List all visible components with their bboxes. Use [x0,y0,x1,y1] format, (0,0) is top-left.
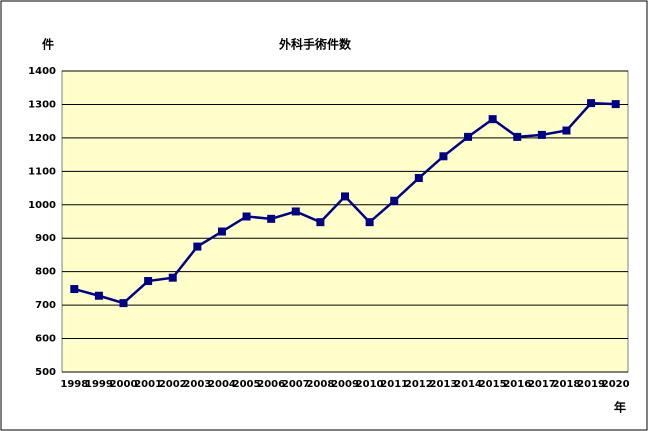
y-axis-label: 件 [42,37,54,52]
data-point [390,196,399,205]
y-tick-label: 700 [35,300,56,311]
x-tick-label: 2018 [553,379,581,390]
x-tick-label: 2016 [503,379,531,390]
data-point [513,132,522,141]
x-tick-label: 2010 [356,379,384,390]
x-tick-label: 2019 [577,379,605,390]
x-tick-label: 2020 [602,379,630,390]
y-tick-label: 1100 [28,166,56,177]
data-point [414,174,423,183]
x-tick-label: 2012 [405,379,433,390]
data-point [291,207,300,216]
y-tick-label: 1000 [28,200,56,211]
x-tick-label: 1999 [85,379,113,390]
data-point [168,273,177,282]
data-point [70,285,79,294]
y-tick-label: 800 [35,267,56,278]
data-point [611,100,620,109]
data-point [439,152,448,161]
x-tick-label: 2003 [183,379,211,390]
x-tick-label: 2013 [430,379,458,390]
data-point [562,126,571,135]
data-point [488,115,497,124]
x-tick-label: 2000 [110,379,138,390]
x-tick-label: 2017 [528,379,556,390]
x-tick-label: 2007 [282,379,310,390]
y-tick-label: 1300 [28,99,56,110]
y-tick-label: 1400 [28,66,56,77]
data-point [464,132,473,141]
data-point [365,218,374,227]
x-tick-label: 2001 [134,379,162,390]
chart-title: 外科手術件数 [279,37,352,52]
x-tick-label: 2002 [159,379,187,390]
x-tick-label: 2009 [331,379,359,390]
x-tick-label: 2005 [233,379,261,390]
x-tick-label: 2014 [454,379,482,390]
data-point [587,99,596,108]
data-point [94,291,103,300]
data-point [242,212,251,221]
y-tick-label: 600 [35,334,56,345]
data-point [316,218,325,227]
x-tick-label: 1998 [60,379,88,390]
data-point [119,299,128,308]
data-point [341,192,349,201]
data-point [144,277,153,286]
x-axis-label: 年 [614,400,626,415]
y-tick-label: 1200 [28,133,56,144]
x-tick-label: 2011 [380,379,408,390]
data-point [217,227,226,236]
x-tick-label: 2008 [306,379,334,390]
x-tick-label: 2006 [257,379,285,390]
data-point [537,130,546,139]
data-point [267,214,276,223]
plot-area [61,70,629,373]
y-tick-label: 900 [35,233,56,244]
x-tick-label: 2015 [479,379,507,390]
y-tick-label: 500 [35,367,56,378]
data-point [193,242,202,251]
x-tick-label: 2004 [208,379,236,390]
